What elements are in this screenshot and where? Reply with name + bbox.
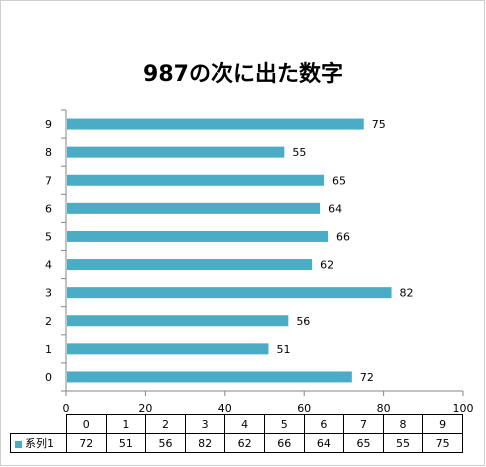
y-tick-label: 9 [45, 118, 52, 131]
y-tick-label: 4 [45, 259, 52, 272]
table-value-cell: 65 [343, 433, 384, 453]
y-tick-label: 0 [45, 371, 52, 384]
y-tick-label: 1 [45, 343, 52, 356]
y-tick-label: 3 [45, 287, 52, 300]
data-label: 75 [372, 118, 386, 131]
table-header-cell: 9 [422, 414, 463, 434]
data-label: 51 [276, 343, 290, 356]
data-label: 62 [320, 259, 334, 272]
data-label: 82 [400, 287, 414, 300]
bar [67, 315, 289, 327]
table-header-cell: 4 [224, 414, 265, 434]
bar [67, 287, 392, 299]
y-tick-label: 2 [45, 315, 52, 328]
data-label: 56 [296, 315, 310, 328]
data-label: 72 [360, 371, 374, 384]
data-label: 66 [336, 230, 350, 243]
chart-title: 987の次に出た数字 [143, 62, 343, 87]
table-header-cell: 7 [343, 414, 384, 434]
legend-key [15, 440, 22, 448]
x-tick-label: 0 [63, 402, 70, 415]
table-header-cell: 8 [382, 414, 424, 434]
y-tick-label: 8 [45, 146, 52, 159]
table-header-cell: 5 [263, 414, 305, 434]
bar [67, 118, 364, 130]
table-corner [10, 414, 67, 434]
bar [67, 230, 329, 242]
table-value-cell: 82 [184, 433, 226, 453]
table-series-label: 系列1 [10, 433, 67, 453]
bar [67, 343, 269, 355]
bar [67, 371, 352, 383]
table-series-row: 系列1 72 51 56 82 62 66 64 65 55 75 [10, 433, 463, 453]
table-value-cell: 72 [66, 433, 107, 453]
data-label: 64 [328, 202, 342, 215]
x-tick-label: 80 [377, 402, 391, 415]
table-header-cell: 1 [105, 414, 147, 434]
x-tick-label: 20 [138, 402, 152, 415]
y-tick-label: 6 [45, 202, 52, 215]
y-tick-label: 7 [45, 174, 52, 187]
table-header-cell: 2 [145, 414, 186, 434]
table-value-cell: 51 [105, 433, 147, 453]
bar [67, 174, 325, 186]
bar [67, 146, 285, 158]
x-tick-label: 40 [218, 402, 232, 415]
table-value-cell: 56 [145, 433, 186, 453]
table-value-cell: 66 [263, 433, 305, 453]
y-tick-label: 5 [45, 230, 52, 243]
table-value-cell: 64 [303, 433, 345, 453]
data-label: 65 [332, 174, 346, 187]
series-name: 系列1 [25, 437, 54, 450]
table-value-cell: 75 [422, 433, 463, 453]
table-value-cell: 62 [224, 433, 265, 453]
table-header-cell: 0 [66, 414, 107, 434]
table-header-cell: 3 [184, 414, 226, 434]
x-tick-label: 100 [453, 402, 474, 415]
table-value-cell: 55 [382, 433, 424, 453]
bar [67, 202, 321, 214]
x-tick-label: 60 [297, 402, 311, 415]
table-header-cell: 6 [303, 414, 345, 434]
data-label: 55 [292, 146, 306, 159]
bar [67, 259, 313, 271]
